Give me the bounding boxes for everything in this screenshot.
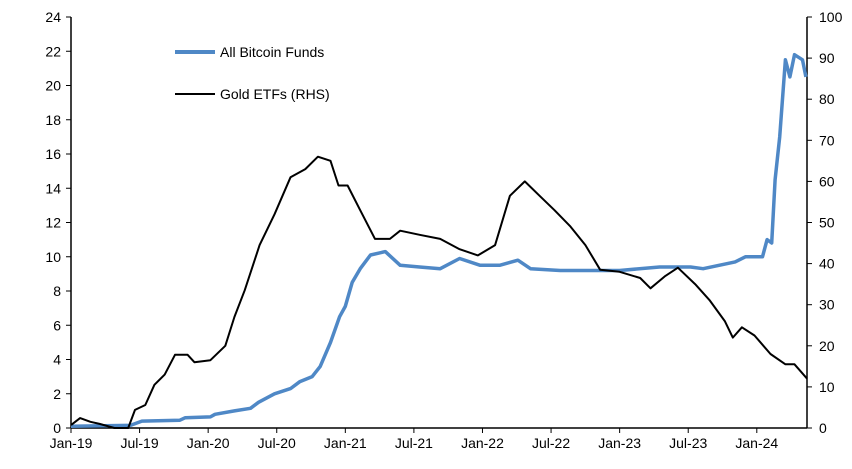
x-tick-label: Jul-21	[395, 435, 433, 451]
x-tick-label: Jan-21	[324, 435, 367, 451]
y2-tick-label: 60	[819, 173, 835, 189]
y2-tick-label: 90	[819, 50, 835, 66]
x-tick-label: Jul-20	[258, 435, 296, 451]
y-tick-label: 18	[45, 112, 61, 128]
y-tick-label: 16	[45, 146, 61, 162]
y2-tick-label: 50	[819, 215, 835, 231]
y-tick-label: 4	[53, 352, 61, 368]
legend: All Bitcoin Funds Gold ETFs (RHS)	[175, 44, 330, 102]
y2-tick-label: 10	[819, 379, 835, 395]
series-line-gold-etfs	[70, 155, 808, 429]
x-tick-label: Jan-22	[461, 435, 504, 451]
y2-tick-label: 30	[819, 297, 835, 313]
y-tick-label: 10	[45, 249, 61, 265]
y2-tick-label: 20	[819, 338, 835, 354]
x-tick-label: Jul-19	[121, 435, 159, 451]
legend-label-gold: Gold ETFs (RHS)	[220, 86, 330, 102]
x-tick-label: Jul-23	[669, 435, 707, 451]
y2-tick-label: 70	[819, 132, 835, 148]
x-tick-label: Jan-23	[598, 435, 641, 451]
y-tick-label: 2	[53, 386, 61, 402]
x-tick-label: Jul-22	[532, 435, 570, 451]
y-tick-label: 14	[45, 180, 61, 196]
y-tick-label: 24	[45, 9, 61, 25]
y2-tick-label: 40	[819, 256, 835, 272]
y-tick-label: 8	[53, 283, 61, 299]
x-tick-label: Jan-20	[187, 435, 230, 451]
x-tick-label: Jan-24	[735, 435, 778, 451]
legend-label-bitcoin: All Bitcoin Funds	[220, 44, 324, 60]
axes: 0246810121416182022240102030405060708090…	[45, 9, 842, 451]
series-line-bitcoin-funds	[70, 52, 808, 429]
y2-tick-label: 100	[819, 9, 843, 25]
y2-tick-label: 80	[819, 91, 835, 107]
y-tick-label: 22	[45, 43, 61, 59]
y2-tick-label: 0	[819, 420, 827, 436]
y-tick-label: 6	[53, 317, 61, 333]
y-tick-label: 12	[45, 215, 61, 231]
y-tick-label: 0	[53, 420, 61, 436]
x-tick-label: Jan-19	[50, 435, 93, 451]
y-tick-label: 20	[45, 78, 61, 94]
series-lines	[70, 52, 808, 429]
